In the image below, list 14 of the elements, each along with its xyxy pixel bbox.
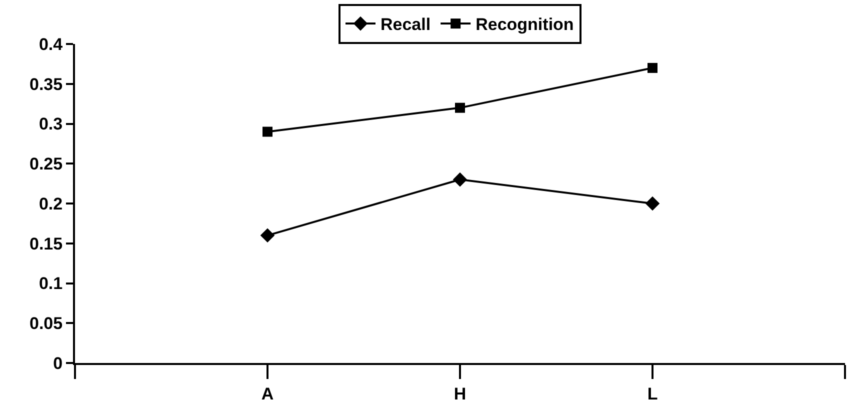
- y-tick-label: 0.15: [30, 234, 63, 254]
- y-tick-label: 0.2: [38, 194, 63, 214]
- y-tick-label: 0.1: [38, 274, 63, 294]
- y-tick-label: 0.25: [30, 154, 63, 174]
- y-tick-label: 0.3: [38, 114, 63, 134]
- y-tick-label: 0: [53, 354, 63, 373]
- y-tick-label: 0.4: [38, 34, 64, 54]
- y-tick-label: 0.35: [30, 74, 63, 94]
- x-tick-label: H: [454, 384, 466, 404]
- legend-label: Recognition: [476, 15, 574, 34]
- legend-label: Recall: [380, 15, 431, 34]
- x-tick-label: L: [647, 384, 658, 404]
- y-tick-label: 0.05: [30, 314, 63, 334]
- x-tick-label: A: [261, 384, 274, 404]
